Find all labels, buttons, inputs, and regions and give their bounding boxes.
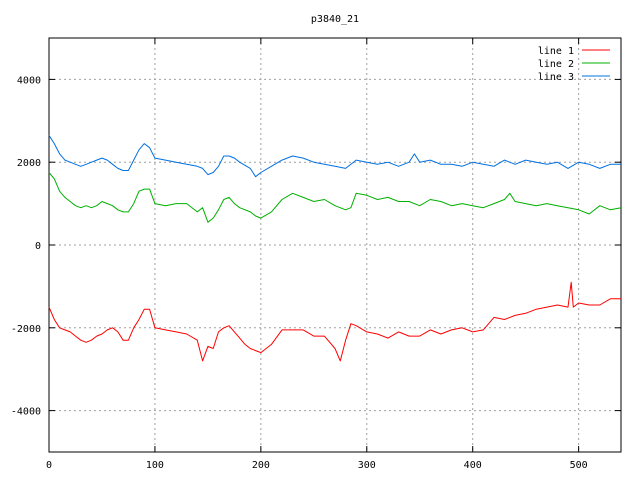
series-line-3 bbox=[48, 135, 621, 178]
y-tick-label: -4000 bbox=[11, 407, 41, 418]
x-tick-label: 300 bbox=[358, 460, 376, 471]
series-line-1 bbox=[48, 281, 621, 362]
y-tick-label: 0 bbox=[35, 241, 41, 252]
x-tick-label: 200 bbox=[252, 460, 270, 471]
chart-title: p3840_21 bbox=[311, 14, 359, 25]
axis-ticks: 0 100 200 300 400 500 -4000 -2000 0 2000 4000 bbox=[11, 38, 621, 471]
y-tick-label: 2000 bbox=[17, 158, 41, 169]
x-tick-label: 0 bbox=[46, 460, 52, 471]
y-tick-label: 4000 bbox=[17, 75, 41, 86]
y-tick-label: -2000 bbox=[11, 324, 41, 335]
legend: line 1 line 2 line 3 bbox=[538, 46, 610, 83]
series-group bbox=[48, 135, 622, 362]
legend-label: line 3 bbox=[538, 72, 574, 83]
x-tick-label: 500 bbox=[570, 460, 588, 471]
series-line-2 bbox=[48, 172, 622, 223]
legend-label: line 1 bbox=[538, 46, 574, 57]
legend-label: line 2 bbox=[538, 59, 574, 70]
grid bbox=[49, 38, 621, 452]
x-tick-label: 100 bbox=[146, 460, 164, 471]
x-tick-label: 400 bbox=[464, 460, 482, 471]
